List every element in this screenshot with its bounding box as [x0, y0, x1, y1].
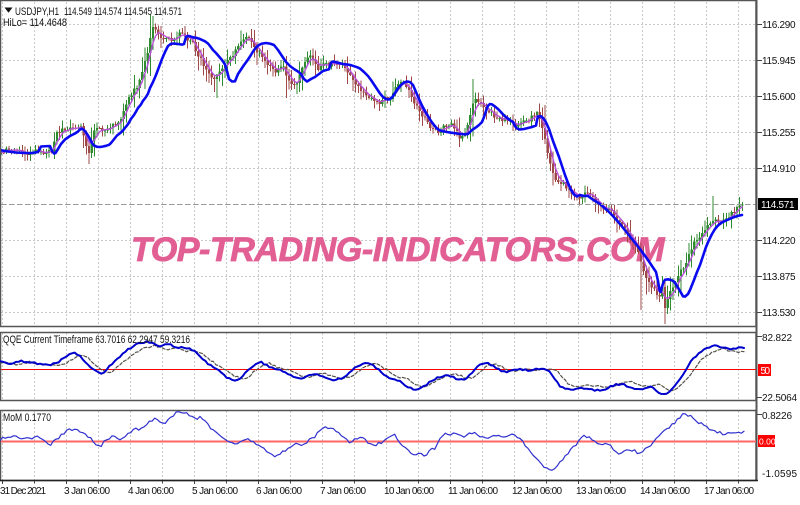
svg-text:MoM 0.1770: MoM 0.1770: [3, 412, 51, 424]
svg-text:50: 50: [761, 366, 771, 377]
svg-text:13 Jan 06:00: 13 Jan 06:00: [576, 486, 626, 497]
svg-text:6 Jan 06:00: 6 Jan 06:00: [256, 486, 302, 497]
svg-text:0.8226: 0.8226: [762, 411, 792, 422]
svg-text:115.255: 115.255: [762, 128, 796, 139]
svg-text:12 Jan 06:00: 12 Jan 06:00: [512, 486, 562, 497]
svg-text:17 Jan 06:00: 17 Jan 06:00: [704, 486, 754, 497]
svg-text:114.910: 114.910: [762, 164, 796, 175]
svg-text:7 Jan 06:00: 7 Jan 06:00: [320, 486, 366, 497]
svg-text:116.290: 116.290: [762, 20, 796, 31]
svg-text:82.822: 82.822: [762, 333, 792, 344]
svg-text:5 Jan 06:00: 5 Jan 06:00: [192, 486, 238, 497]
svg-text:113.530: 113.530: [762, 308, 796, 319]
svg-text:114.220: 114.220: [762, 236, 796, 247]
svg-text:14 Jan 06:00: 14 Jan 06:00: [640, 486, 690, 497]
svg-text:HiLo= 114.4648: HiLo= 114.4648: [3, 17, 67, 29]
svg-text:4 Jan 06:00: 4 Jan 06:00: [128, 486, 174, 497]
svg-text:114.571: 114.571: [761, 200, 795, 211]
svg-text:TOP-TRADING-INDICATORS.COM: TOP-TRADING-INDICATORS.COM: [131, 231, 665, 269]
svg-text:0.00: 0.00: [759, 437, 776, 447]
svg-text:3 Jan 06:00: 3 Jan 06:00: [64, 486, 110, 497]
svg-text:115.945: 115.945: [762, 56, 796, 67]
svg-text:115.600: 115.600: [762, 92, 796, 103]
svg-text:USDJPY,H1: USDJPY,H1: [15, 6, 59, 18]
svg-text:-1.0595: -1.0595: [762, 469, 797, 480]
svg-text:114.549 114.574 114.545 114.57: 114.549 114.574 114.545 114.571: [64, 6, 182, 18]
svg-text:11 Jan 06:00: 11 Jan 06:00: [448, 486, 498, 497]
svg-text:22.5064: 22.5064: [762, 393, 797, 404]
svg-text:113.875: 113.875: [762, 272, 796, 283]
svg-text:10 Jan 06:00: 10 Jan 06:00: [384, 486, 434, 497]
svg-text:31 Dec 2021: 31 Dec 2021: [0, 486, 46, 497]
svg-text:QQE Current Timeframe 63.7016: QQE Current Timeframe 63.7016 62.2947 59…: [3, 334, 190, 346]
